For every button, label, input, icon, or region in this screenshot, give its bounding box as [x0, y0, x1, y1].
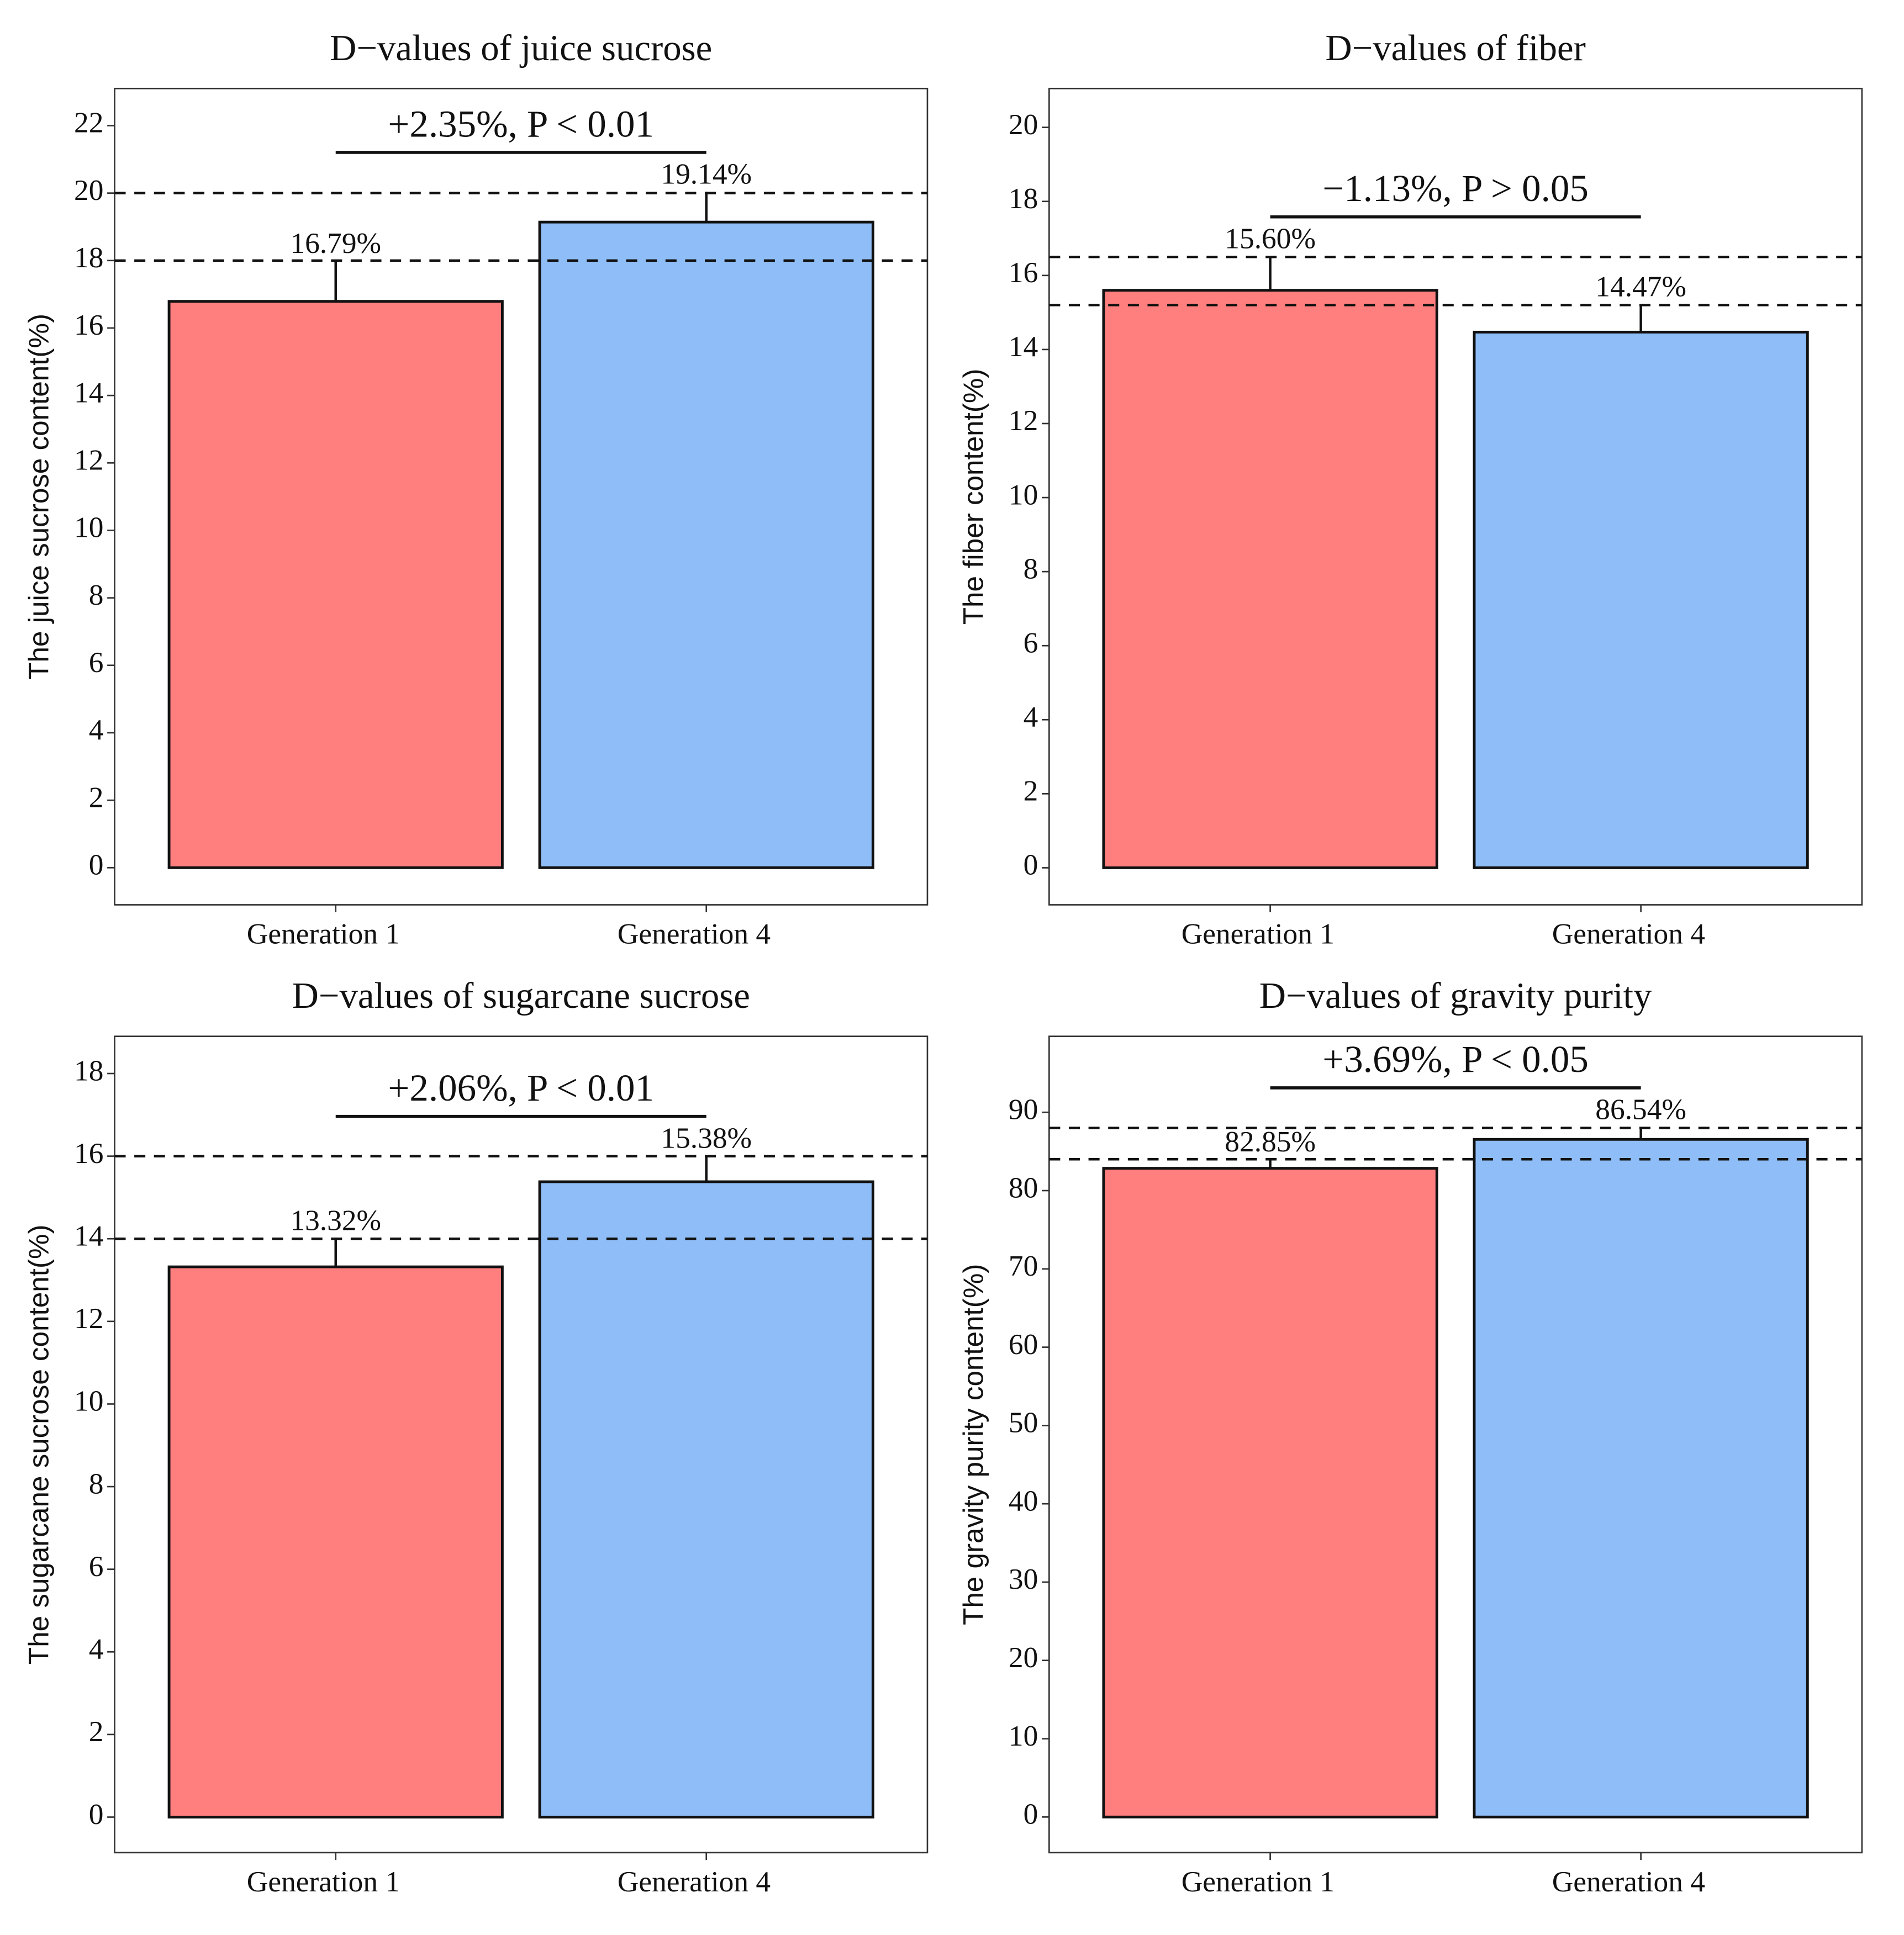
- bar: [1473, 1138, 1809, 1818]
- y-tick-label: 18: [1009, 182, 1038, 215]
- x-tick-label: Generation 4: [1552, 917, 1705, 950]
- y-tick-label: 16: [1009, 256, 1038, 289]
- y-tick-label: 12: [74, 443, 103, 477]
- y-tick-label: 0: [1024, 1797, 1038, 1831]
- y-tick-label: 18: [74, 241, 103, 274]
- value-label: 86.54%: [1595, 1093, 1686, 1126]
- bar: [538, 1180, 874, 1818]
- y-tick-label: 2: [89, 1715, 104, 1748]
- y-tick-label: 8: [1024, 552, 1038, 585]
- x-tick-label: Generation 1: [1182, 1865, 1335, 1898]
- bar: [167, 300, 504, 869]
- y-tick-label: 80: [1009, 1171, 1038, 1204]
- plot-frame: [1048, 87, 1863, 906]
- bar: [167, 1265, 504, 1818]
- bar: [1473, 330, 1809, 869]
- chart-title: D−values of gravity purity: [1259, 975, 1652, 1016]
- x-tick-label: Generation 1: [1182, 917, 1335, 950]
- x-tick-label: Generation 1: [247, 917, 400, 950]
- y-tick-label: 50: [1009, 1406, 1038, 1439]
- y-tick-label: 70: [1009, 1249, 1038, 1282]
- y-tick-label: 6: [89, 1550, 104, 1583]
- chart-title: D−values of sugarcane sucrose: [292, 975, 750, 1016]
- y-tick-label: 4: [89, 713, 104, 746]
- y-tick-label: 0: [89, 1797, 104, 1831]
- y-tick-label: 0: [89, 848, 104, 881]
- significance-label: +2.06%, P < 0.01: [388, 1067, 654, 1109]
- y-tick-label: 2: [1024, 774, 1038, 807]
- y-tick-label: 16: [74, 1136, 103, 1170]
- x-tick-label: Generation 4: [618, 917, 771, 950]
- y-tick-label: 16: [74, 308, 103, 341]
- y-tick-label: 20: [1009, 108, 1038, 141]
- value-label: 15.38%: [661, 1121, 752, 1154]
- y-tick-label: 12: [1009, 404, 1038, 437]
- value-label: 13.32%: [290, 1203, 381, 1236]
- y-axis-label: The juice sucrose content(%): [23, 314, 54, 680]
- y-tick-label: 10: [1009, 478, 1038, 511]
- y-tick-label: 10: [74, 1384, 103, 1418]
- plot-frame: [114, 1035, 929, 1854]
- y-tick-label: 14: [1009, 330, 1038, 363]
- significance-label: +3.69%, P < 0.05: [1322, 1038, 1589, 1080]
- y-tick-label: 6: [1024, 626, 1038, 659]
- chart-title: D−values of juice sucrose: [330, 28, 712, 68]
- y-tick-label: 6: [89, 646, 104, 679]
- y-tick-label: 40: [1009, 1484, 1038, 1517]
- y-tick-label: 4: [1024, 700, 1038, 733]
- x-tick-label: Generation 1: [247, 1865, 400, 1898]
- y-tick-label: 2: [89, 780, 104, 813]
- value-label: 82.85%: [1225, 1125, 1316, 1158]
- y-tick-label: 10: [1009, 1719, 1038, 1752]
- chart-title: D−values of fiber: [1325, 28, 1585, 68]
- y-tick-label: 20: [1009, 1641, 1038, 1674]
- y-tick-label: 90: [1009, 1092, 1038, 1125]
- significance-label: −1.13%, P > 0.05: [1322, 167, 1589, 209]
- y-tick-label: 14: [74, 1219, 103, 1252]
- y-tick-label: 4: [89, 1632, 104, 1666]
- plot-frame: [1048, 1035, 1863, 1854]
- y-tick-label: 8: [89, 1467, 104, 1500]
- x-tick-label: Generation 4: [1552, 1865, 1705, 1898]
- y-tick-label: 0: [1024, 848, 1038, 881]
- y-tick-label: 22: [74, 106, 103, 139]
- bar: [1102, 1167, 1438, 1818]
- plot-frame: [114, 87, 929, 906]
- value-label: 16.79%: [290, 226, 381, 260]
- bar: [1102, 289, 1438, 869]
- y-axis-label: The fiber content(%): [957, 368, 989, 625]
- y-tick-label: 30: [1009, 1562, 1038, 1595]
- y-axis-label: The sugarcane sucrose content(%): [23, 1224, 54, 1664]
- value-label: 19.14%: [661, 157, 752, 191]
- y-tick-label: 14: [74, 376, 103, 409]
- y-axis-label: The gravity purity content(%): [957, 1264, 989, 1625]
- x-tick-label: Generation 4: [618, 1865, 771, 1898]
- y-tick-label: 8: [89, 578, 104, 611]
- y-tick-label: 10: [74, 511, 103, 544]
- value-label: 14.47%: [1595, 270, 1686, 303]
- y-tick-label: 18: [74, 1054, 103, 1087]
- bar: [538, 220, 874, 869]
- value-label: 15.60%: [1225, 222, 1316, 255]
- y-tick-label: 60: [1009, 1328, 1038, 1361]
- y-tick-label: 12: [74, 1302, 103, 1335]
- y-tick-label: 20: [74, 173, 103, 207]
- significance-label: +2.35%, P < 0.01: [388, 103, 654, 145]
